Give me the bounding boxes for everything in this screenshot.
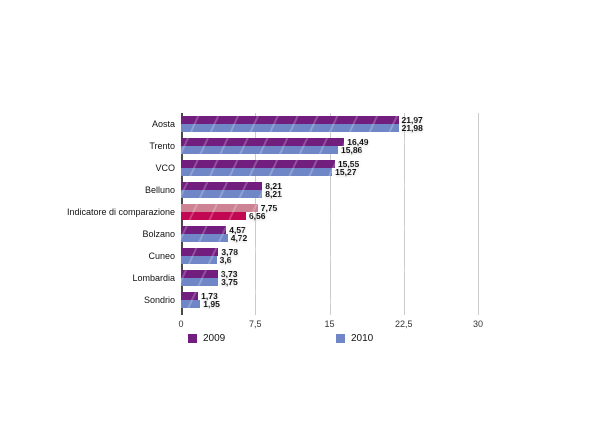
legend-item-2009: 2009 <box>188 333 225 344</box>
value-label: 16,49 <box>347 136 369 147</box>
chart-row: Trento 16,49 15,86 <box>149 135 478 157</box>
bar-pair: 8,21 8,21 <box>181 182 478 198</box>
category-label: Belluno <box>144 185 175 195</box>
value-label: 21,98 <box>401 122 423 133</box>
legend-item-2010: 2010 <box>336 333 373 344</box>
gridline <box>329 113 331 315</box>
bar-pair: 16,49 15,86 <box>181 138 478 154</box>
chart-row: Aosta 21,97 21,98 <box>152 113 478 135</box>
bar-pair: 15,55 15,27 <box>181 160 478 176</box>
plot-area: Aosta 21,97 21,98 Trento 16,49 15,86 VCO 15,55 1… <box>67 113 483 329</box>
bar-pair: 4,57 4,72 <box>181 226 478 242</box>
bar-2009: 1,73 <box>181 292 218 300</box>
chart-row: VCO 15,55 15,27 <box>155 157 478 179</box>
value-label: 1,73 <box>201 290 218 301</box>
bar-2010: 15,86 <box>181 146 362 154</box>
bar-pair: 7,75 6,56 <box>181 204 478 220</box>
chart-row: Bolzano 4,57 4,72 <box>142 223 478 245</box>
value-label: 8,21 <box>265 180 282 191</box>
bar-2009: 21,97 <box>181 116 423 124</box>
bar-2009: 3,78 <box>181 248 238 256</box>
gridline <box>403 113 405 315</box>
legend-swatch-2010 <box>336 334 345 343</box>
x-axis-tick-label: 30 <box>472 319 484 329</box>
category-label: Indicatore di comparazione <box>66 207 175 217</box>
x-axis-tick-label: 7,5 <box>248 319 262 329</box>
category-label: Aosta <box>151 119 175 129</box>
value-label: 3,73 <box>220 268 238 279</box>
value-label: 21,97 <box>401 114 423 125</box>
category-label: Trento <box>149 141 175 151</box>
bar-pair: 1,73 1,95 <box>181 292 478 308</box>
value-label: 3,75 <box>221 276 238 287</box>
bar-2009: 16,49 <box>181 138 369 146</box>
bar-2010: 21,98 <box>181 124 423 132</box>
x-axis-tick-label: 15 <box>324 319 335 329</box>
value-label: 15,55 <box>337 158 360 169</box>
gridline <box>478 113 479 315</box>
category-label: Cuneo <box>148 251 175 261</box>
chart-rows: Aosta 21,97 21,98 Trento 16,49 15,86 VCO 15,55 1… <box>67 113 478 311</box>
bar-2009: 15,55 <box>181 160 359 168</box>
x-axis-tick-label: 0 <box>178 319 184 329</box>
bar-2010: 15,27 <box>181 168 356 176</box>
bar-pair: 3,73 3,75 <box>181 270 478 286</box>
bar-pair: 3,78 3,6 <box>181 248 478 264</box>
bar-2009: 8,21 <box>181 182 282 190</box>
value-label: 4,57 <box>229 224 246 235</box>
chart-row: Lombardia 3,73 3,75 <box>132 267 478 289</box>
chart-row: Indicatore di comparazione 7,75 6,56 <box>67 201 478 223</box>
category-label: Bolzano <box>142 229 175 239</box>
value-label: 7,75 <box>260 202 278 213</box>
legend-label-2010: 2010 <box>351 333 374 344</box>
bar-2010: 8,21 <box>181 190 282 198</box>
bar-2009: 3,73 <box>181 270 237 278</box>
category-label: Sondrio <box>143 295 175 305</box>
value-label: 1,95 <box>203 298 220 309</box>
x-axis-labels: 0 7,5 15 22,5 30 <box>178 319 483 331</box>
x-axis-tick-label: 22,5 <box>394 319 413 329</box>
value-label: 15,86 <box>341 144 363 155</box>
bar-2010: 1,95 <box>181 300 220 308</box>
chart-row: Cuneo 3,78 3,6 <box>148 245 478 267</box>
bar-2010: 6,56 <box>181 212 265 220</box>
value-label: 6,56 <box>248 210 266 221</box>
bar-pair: 21,97 21,98 <box>181 116 478 132</box>
bar-2009: 7,75 <box>181 204 277 212</box>
chart-row: Belluno 8,21 8,21 <box>145 179 478 201</box>
legend-label-2009: 2009 <box>203 333 226 344</box>
bar-2009: 4,57 <box>181 226 246 234</box>
bar-2010: 3,6 <box>181 256 231 264</box>
category-label: VCO <box>155 163 175 173</box>
value-label: 8,21 <box>265 188 282 199</box>
value-label: 4,72 <box>230 232 248 243</box>
bar-2010: 3,75 <box>181 278 238 286</box>
value-label: 3,6 <box>219 254 232 265</box>
gridline <box>255 113 257 315</box>
value-label: 15,27 <box>335 166 357 177</box>
chart-row: Sondrio 1,73 1,95 <box>144 289 478 311</box>
legend-swatch-2009 <box>188 334 197 343</box>
value-label: 3,78 <box>221 246 238 257</box>
bar-2010: 4,72 <box>181 234 247 242</box>
category-label: Lombardia <box>132 273 175 283</box>
